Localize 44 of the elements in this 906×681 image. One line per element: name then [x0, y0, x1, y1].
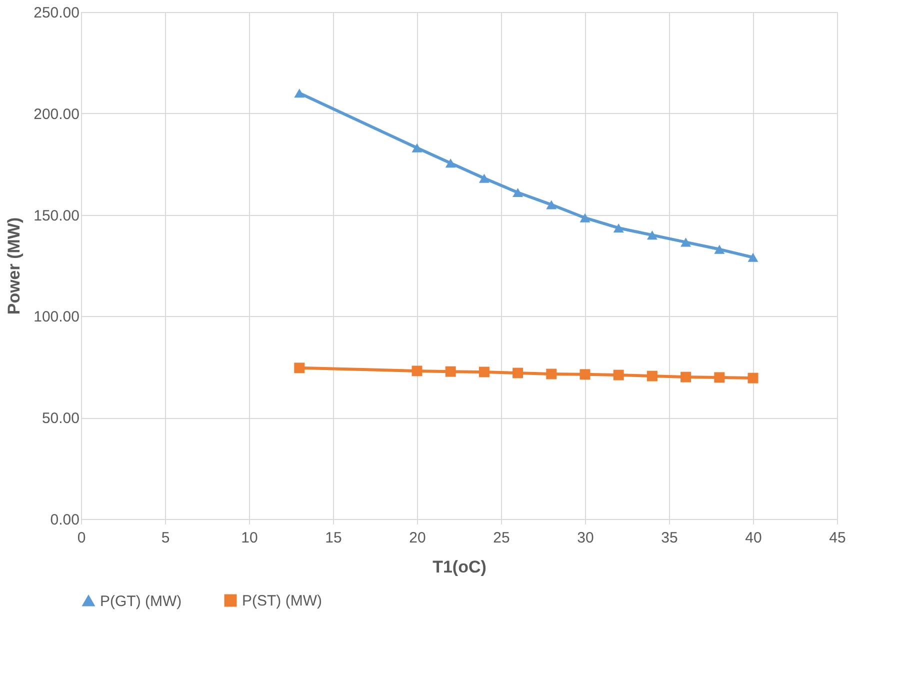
- x-tick-label: 10: [241, 530, 258, 546]
- x-tick-label: 0: [77, 530, 86, 546]
- x-tick-label: 20: [409, 530, 426, 546]
- point: [294, 88, 305, 98]
- x-tick-label: 45: [829, 530, 846, 546]
- x-tick-label: 35: [661, 530, 678, 546]
- point: [714, 244, 725, 254]
- y-axis-title: Power (MW): [4, 217, 24, 315]
- y-tick-label: 250.00: [34, 4, 80, 22]
- point: [445, 158, 456, 168]
- y-tick-label: 100.00: [34, 308, 80, 326]
- y-tick-label: 150.00: [34, 207, 80, 224]
- point: [546, 200, 557, 210]
- y-tick-label: 0.00: [50, 512, 80, 528]
- point: [546, 368, 557, 380]
- point: [748, 372, 758, 384]
- point: [412, 143, 422, 152]
- point: [680, 372, 692, 382]
- point: [580, 213, 590, 222]
- point: [478, 174, 490, 183]
- legend-label: P(ST) (MW): [242, 592, 322, 610]
- y-tick-label: 50.00: [42, 410, 80, 428]
- point: [512, 368, 524, 378]
- point: [445, 366, 456, 377]
- point: [680, 238, 692, 247]
- point: [646, 370, 658, 382]
- x-axis-title: T1(oC): [432, 558, 486, 576]
- x-tick-label: 30: [577, 530, 594, 546]
- x-tick-label: 40: [745, 530, 762, 546]
- point: [714, 372, 725, 383]
- point: [412, 366, 422, 376]
- point: [613, 223, 624, 233]
- point: [512, 188, 524, 198]
- point: [613, 370, 624, 380]
- y-tick-label: 200.00: [34, 106, 80, 123]
- legend-label: P(GT) (MW): [100, 592, 182, 610]
- point: [580, 369, 590, 380]
- point: [748, 252, 758, 262]
- point: [646, 230, 658, 240]
- point: [294, 362, 305, 374]
- point: [478, 366, 490, 378]
- x-tick-label: 15: [325, 530, 342, 546]
- x-tick-label: 25: [493, 530, 510, 546]
- x-tick-label: 5: [161, 530, 170, 546]
